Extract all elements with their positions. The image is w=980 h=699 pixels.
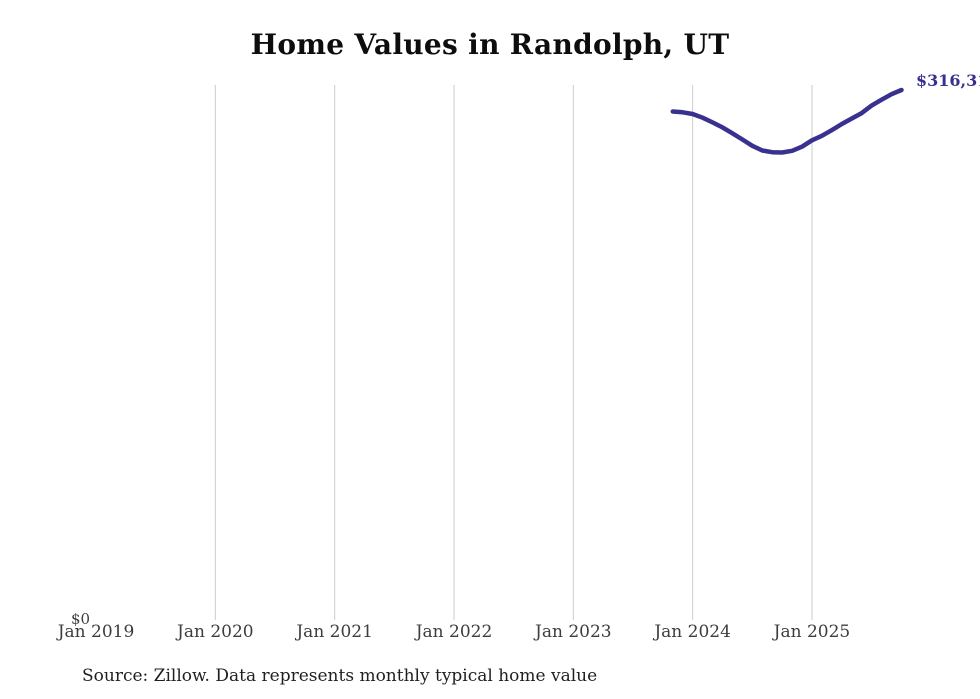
x-tick-label: Jan 2024 [654, 622, 731, 642]
x-tick-label: Jan 2020 [177, 622, 254, 642]
x-tick-label: Jan 2019 [57, 622, 135, 642]
y-axis-zero-label: $0 [71, 610, 91, 628]
year-gridlines [214, 85, 813, 620]
x-tick-label: Jan 2025 [773, 622, 851, 642]
x-tick-label: Jan 2021 [296, 622, 373, 642]
x-tick-label: Jan 2022 [415, 622, 493, 642]
chart-title: Home Values in Randolph, UT [250, 28, 730, 61]
source-note: Source: Zillow. Data represents monthly … [82, 666, 598, 686]
home-value-line [670, 87, 904, 155]
x-tick-label: Jan 2023 [535, 622, 612, 642]
latest-value-label: $316,316 [916, 71, 980, 90]
